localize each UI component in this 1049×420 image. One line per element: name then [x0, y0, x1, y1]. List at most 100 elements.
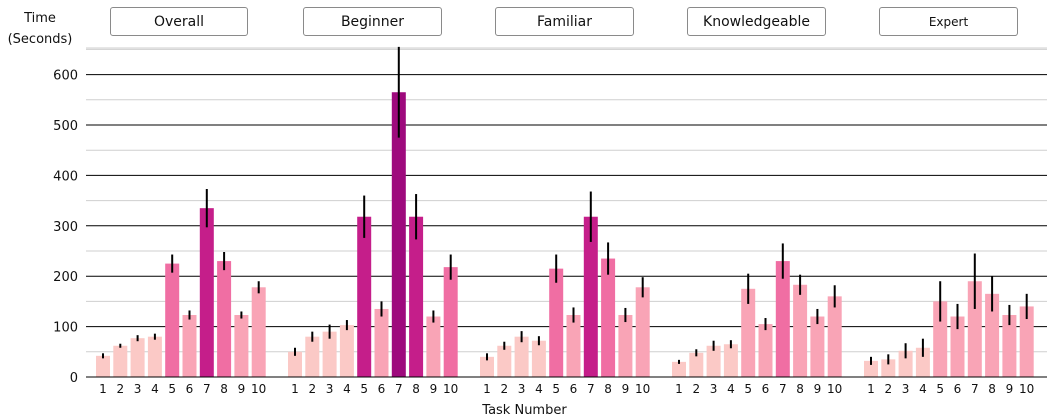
bar: [339, 325, 354, 377]
y-tick-label: 300: [53, 220, 78, 235]
bar: [199, 208, 214, 377]
x-tick-label: 9: [430, 382, 438, 396]
x-tick-label: 1: [675, 382, 683, 396]
bar: [864, 360, 878, 377]
x-tick-label: 5: [744, 382, 752, 396]
x-tick-label: 2: [884, 382, 892, 396]
x-tick-label: 10: [251, 382, 266, 396]
x-tick-label: 3: [902, 382, 910, 396]
x-tick-label: 3: [518, 382, 526, 396]
y-tick-label: 200: [53, 270, 78, 285]
x-tick-label: 3: [134, 382, 142, 396]
x-tick-label: 10: [443, 382, 458, 396]
y-tick-label: 0: [70, 371, 78, 386]
x-tick-label: 1: [867, 382, 875, 396]
x-tick-label: 8: [604, 382, 612, 396]
bar: [288, 351, 302, 377]
x-tick-label: 6: [186, 382, 194, 396]
bar: [182, 315, 197, 377]
bar: [130, 338, 145, 377]
x-tick-label: 2: [308, 382, 316, 396]
y-tick-label: 100: [53, 321, 78, 336]
bar: [583, 216, 598, 377]
tab-familiar[interactable]: Familiar: [495, 7, 634, 36]
tab-expert[interactable]: Expert: [879, 7, 1018, 36]
bar: [967, 281, 982, 377]
x-tick-label: 8: [796, 382, 804, 396]
x-tick-label: 10: [1019, 382, 1034, 396]
x-tick-label: 6: [570, 382, 578, 396]
x-tick-label: 8: [988, 382, 996, 396]
x-tick-label: 8: [220, 382, 228, 396]
bar: [549, 268, 564, 377]
x-tick-label: 2: [116, 382, 124, 396]
bar: [251, 287, 266, 377]
bar: [950, 316, 965, 377]
x-tick-label: 6: [954, 382, 962, 396]
bar: [758, 324, 773, 377]
x-axis-title: Task Number: [482, 403, 567, 418]
x-tick-label: 7: [203, 382, 211, 396]
bar: [391, 92, 406, 378]
x-tick-label: 8: [412, 382, 420, 396]
bar: [480, 356, 494, 377]
bar: [234, 315, 249, 377]
x-tick-label: 4: [727, 382, 735, 396]
bar: [443, 267, 458, 377]
bar: [706, 345, 721, 377]
x-tick-label: 1: [483, 382, 491, 396]
bar: [827, 296, 842, 377]
bar: [672, 361, 686, 377]
x-tick-label: 9: [814, 382, 822, 396]
bar: [881, 359, 896, 377]
bar: [96, 355, 110, 377]
bar: [374, 308, 389, 377]
bar: [497, 345, 512, 377]
x-tick-label: 6: [378, 382, 386, 396]
x-tick-label: 9: [238, 382, 246, 396]
tab-overall[interactable]: Overall: [110, 7, 248, 36]
bar: [1019, 306, 1034, 377]
x-tick-label: 1: [99, 382, 107, 396]
x-tick-label: 6: [762, 382, 770, 396]
x-tick-label: 5: [552, 382, 560, 396]
bar: [915, 347, 930, 377]
bar: [305, 336, 320, 377]
x-tick-label: 5: [168, 382, 176, 396]
bar: [1002, 315, 1017, 377]
bar: [217, 261, 232, 377]
x-tick-label: 5: [936, 382, 944, 396]
x-tick-label: 7: [395, 382, 403, 396]
x-tick-label: 4: [919, 382, 927, 396]
bar: [618, 315, 633, 377]
x-tick-label: 10: [827, 382, 842, 396]
x-tick-label: 4: [343, 382, 351, 396]
x-tick-label: 4: [535, 382, 543, 396]
bar: [985, 293, 1000, 377]
x-tick-label: 9: [622, 382, 630, 396]
x-tick-label: 9: [1006, 382, 1014, 396]
bar: [810, 316, 825, 377]
x-tick-label: 7: [779, 382, 787, 396]
x-tick-label: 3: [326, 382, 334, 396]
bar: [409, 216, 424, 377]
bar: [723, 344, 738, 377]
x-tick-label: 2: [692, 382, 700, 396]
tab-beginner[interactable]: Beginner: [303, 7, 442, 36]
x-tick-label: 2: [500, 382, 508, 396]
bar: [933, 301, 948, 377]
y-tick-label: 500: [53, 119, 78, 134]
bar: [689, 352, 704, 377]
tab-knowledgeable[interactable]: Knowledgeable: [687, 7, 826, 36]
bar: [775, 261, 790, 377]
bar: [566, 315, 581, 377]
y-axis-title: Time (Seconds): [0, 8, 80, 50]
bar: [322, 331, 337, 377]
x-tick-label: 10: [635, 382, 650, 396]
bar: [601, 258, 616, 377]
x-tick-label: 5: [360, 382, 368, 396]
x-tick-label: 1: [291, 382, 299, 396]
x-tick-label: 7: [587, 382, 595, 396]
bar: [898, 350, 913, 377]
